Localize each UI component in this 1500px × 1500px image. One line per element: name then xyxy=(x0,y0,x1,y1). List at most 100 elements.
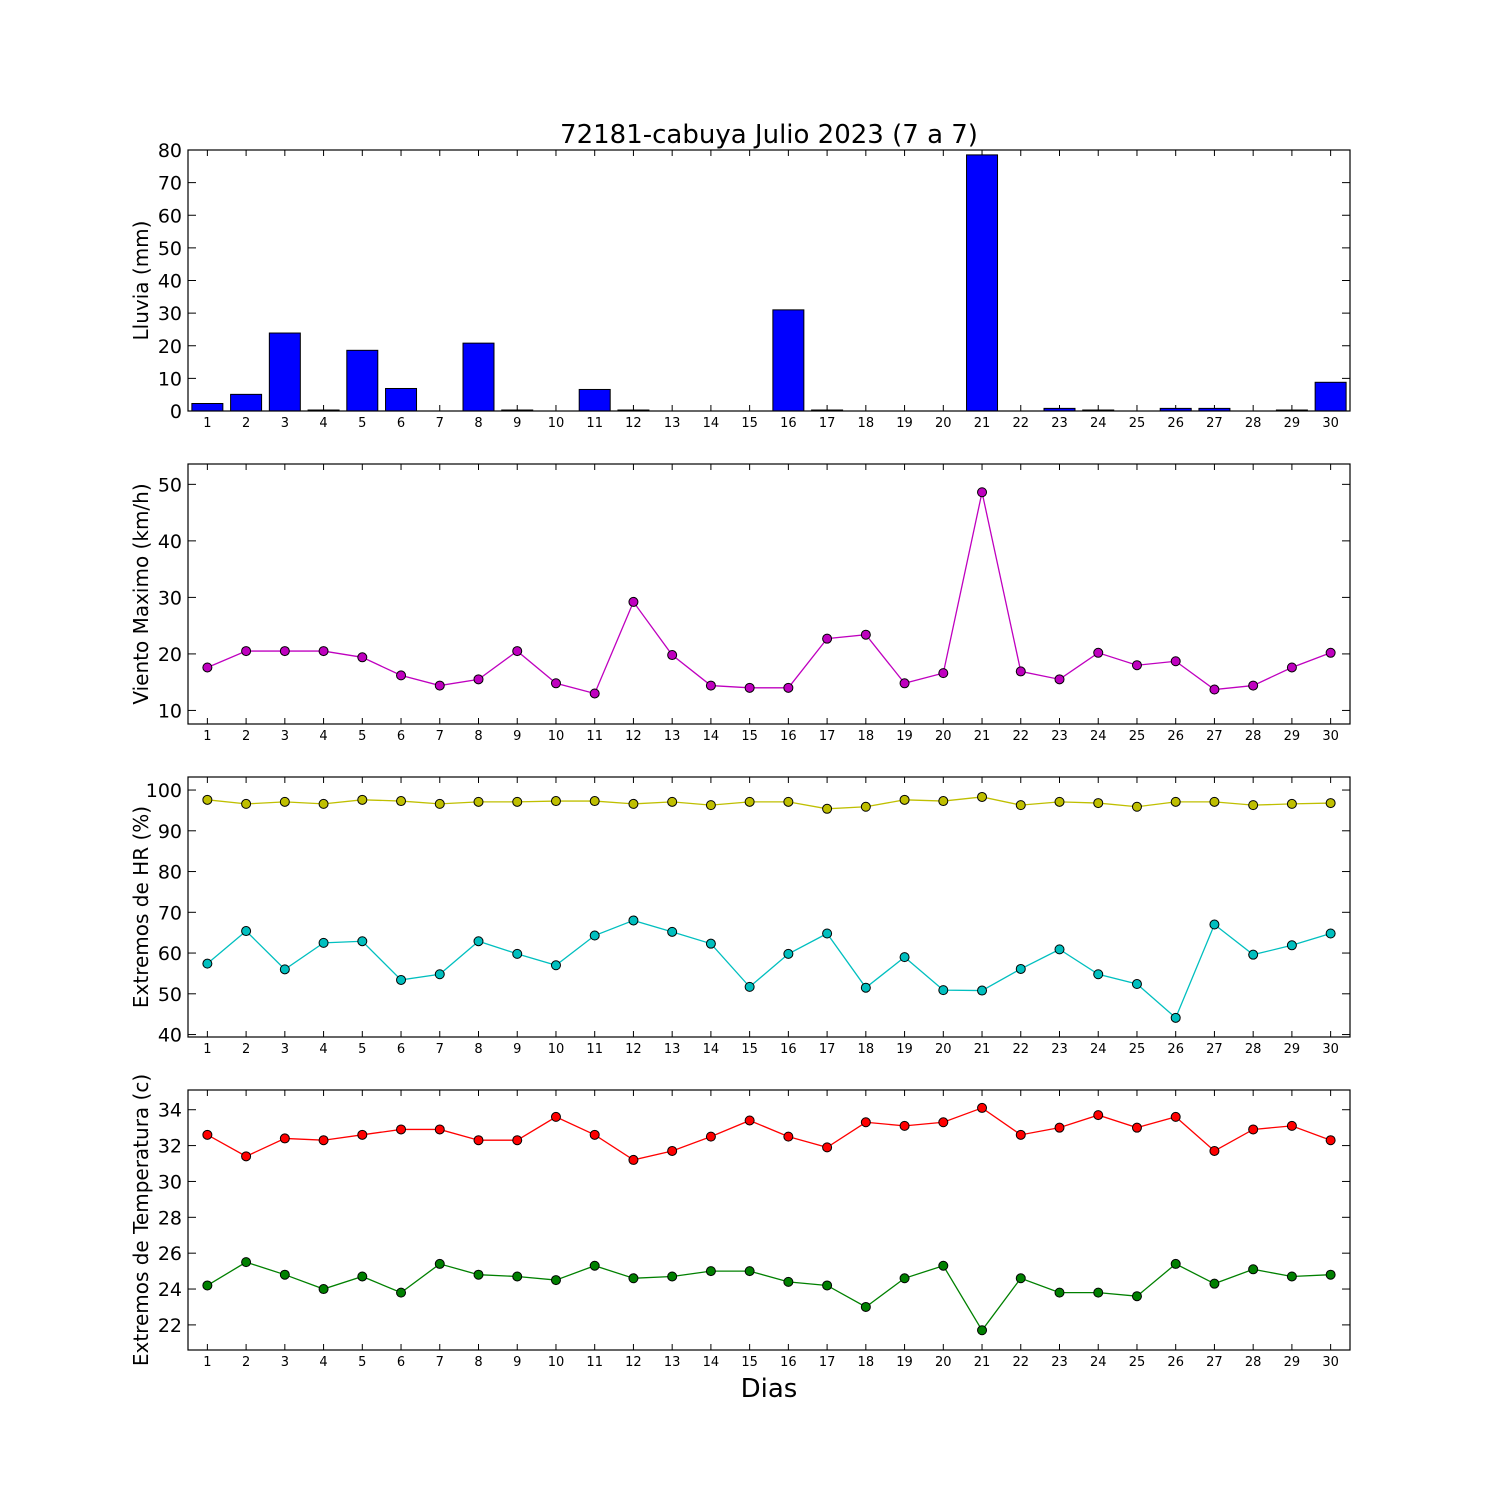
y-axis-label: Extremos de Temperatura (c) xyxy=(129,1074,153,1366)
plot-frame xyxy=(187,149,1351,412)
series-point xyxy=(396,670,407,681)
x-tick-label: 21 xyxy=(974,1042,991,1057)
x-tick-label: 6 xyxy=(397,1355,405,1370)
y-tick-label: 34 xyxy=(158,1100,182,1122)
series-point xyxy=(977,1325,988,1336)
series-point xyxy=(1170,1111,1181,1122)
y-axis-label: Extremos de HR (%) xyxy=(129,806,153,1008)
x-tick-label: 6 xyxy=(397,416,405,431)
x-tick-label: 16 xyxy=(780,1042,797,1057)
x-tick-label: 22 xyxy=(1012,1355,1029,1370)
x-tick-label: 14 xyxy=(703,416,720,431)
y-tick-label: 50 xyxy=(158,984,182,1006)
series-point xyxy=(628,915,639,926)
series-point xyxy=(860,801,871,812)
series-point xyxy=(938,1260,949,1271)
series-point xyxy=(667,926,678,937)
x-tick-label: 6 xyxy=(397,729,405,744)
x-tick-label: 23 xyxy=(1051,416,1068,431)
series-point xyxy=(473,1135,484,1146)
series-point xyxy=(202,958,213,969)
series-point xyxy=(977,791,988,802)
x-tick-label: 30 xyxy=(1322,416,1339,431)
x-tick-label: 27 xyxy=(1206,416,1223,431)
x-tick-label: 12 xyxy=(625,1042,642,1057)
series-point xyxy=(1131,1291,1142,1302)
series-point xyxy=(783,948,794,959)
series-point xyxy=(202,794,213,805)
y-tick-label: 22 xyxy=(158,1315,182,1337)
series-point xyxy=(899,678,910,689)
series-point xyxy=(628,1154,639,1165)
series-point xyxy=(318,937,329,948)
series-point xyxy=(667,650,678,661)
y-tick-label: 50 xyxy=(158,238,182,260)
x-tick-label: 15 xyxy=(741,416,758,431)
x-tick-label: 16 xyxy=(780,416,797,431)
x-tick-label: 5 xyxy=(358,416,366,431)
y-tick-label: 20 xyxy=(158,644,182,666)
x-tick-label: 23 xyxy=(1051,729,1068,744)
x-tick-label: 2 xyxy=(242,416,250,431)
x-tick-label: 26 xyxy=(1167,1042,1184,1057)
y-tick-label: 80 xyxy=(158,862,182,884)
x-tick-label: 15 xyxy=(741,729,758,744)
x-tick-label: 7 xyxy=(436,416,444,431)
series-point xyxy=(241,926,252,937)
plot-frame xyxy=(187,776,1351,1038)
series-point xyxy=(899,952,910,963)
series-point xyxy=(434,798,445,809)
x-tick-label: 8 xyxy=(474,729,482,744)
series-point xyxy=(318,798,329,809)
series-point xyxy=(357,936,368,947)
series-point xyxy=(1286,662,1297,673)
series-point xyxy=(822,803,833,814)
series-point xyxy=(550,796,561,807)
x-tick-label: 11 xyxy=(586,1042,603,1057)
series-point xyxy=(1093,1110,1104,1121)
series-point xyxy=(899,1273,910,1284)
series-point xyxy=(1170,1258,1181,1269)
series-point xyxy=(1131,801,1142,812)
series-point xyxy=(550,1111,561,1122)
x-tick-label: 25 xyxy=(1129,1042,1146,1057)
x-tick-label: 26 xyxy=(1167,416,1184,431)
y-tick-label: 30 xyxy=(158,1171,182,1193)
x-tick-label: 14 xyxy=(703,729,720,744)
series-point xyxy=(434,1258,445,1269)
series-point xyxy=(1131,1122,1142,1133)
x-tick-label: 2 xyxy=(242,729,250,744)
x-tick-label: 14 xyxy=(703,1042,720,1057)
series-point xyxy=(589,1260,600,1271)
x-tick-label: 10 xyxy=(548,416,565,431)
x-tick-label: 29 xyxy=(1284,416,1301,431)
x-tick-label: 24 xyxy=(1090,1355,1107,1370)
series-point xyxy=(1015,1129,1026,1140)
x-tick-label: 13 xyxy=(664,1042,681,1057)
series-line xyxy=(206,919,1331,1019)
x-tick-label: 17 xyxy=(819,729,836,744)
x-tick-label: 3 xyxy=(281,1042,289,1057)
x-tick-label: 19 xyxy=(896,1042,913,1057)
y-tick-label: 50 xyxy=(158,474,182,496)
series-point xyxy=(1015,963,1026,974)
x-tick-label: 24 xyxy=(1090,1042,1107,1057)
series-line xyxy=(207,796,1331,810)
series-point xyxy=(744,796,755,807)
series-point xyxy=(1248,680,1259,691)
rain-bar xyxy=(268,332,301,412)
series-point xyxy=(512,1271,523,1282)
series-point xyxy=(473,936,484,947)
series-point xyxy=(1325,1135,1336,1146)
series-point xyxy=(241,1257,252,1268)
x-tick-label: 5 xyxy=(358,1042,366,1057)
plot-frame xyxy=(187,1089,1351,1351)
x-tick-label: 30 xyxy=(1322,729,1339,744)
series-point xyxy=(628,596,639,607)
series-point xyxy=(1286,1120,1297,1131)
x-tick-label: 19 xyxy=(896,416,913,431)
